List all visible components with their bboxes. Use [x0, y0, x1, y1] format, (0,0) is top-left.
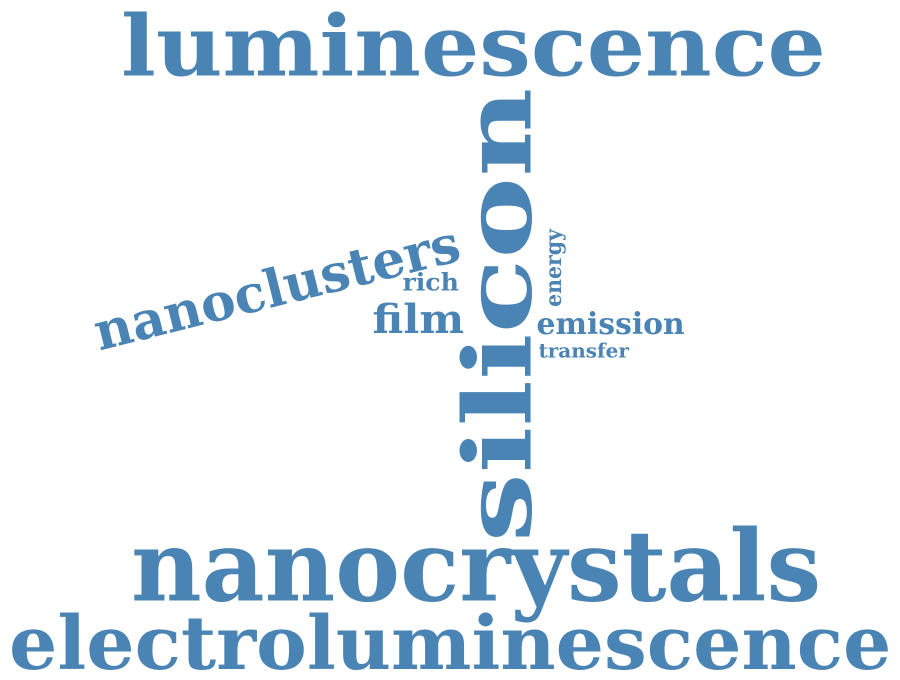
word-electroluminescence: electroluminescence [9, 599, 892, 680]
word-transfer: transfer [537, 339, 629, 364]
word-nanocrystals: nanocrystals [131, 508, 822, 624]
word-energy: energy [540, 229, 567, 307]
word-silicon: silicon [442, 87, 553, 543]
word-emission: emission [536, 307, 685, 342]
word-rich: rich [401, 268, 459, 298]
word-film: film [372, 296, 464, 343]
word-luminescence: luminescence [120, 0, 826, 96]
